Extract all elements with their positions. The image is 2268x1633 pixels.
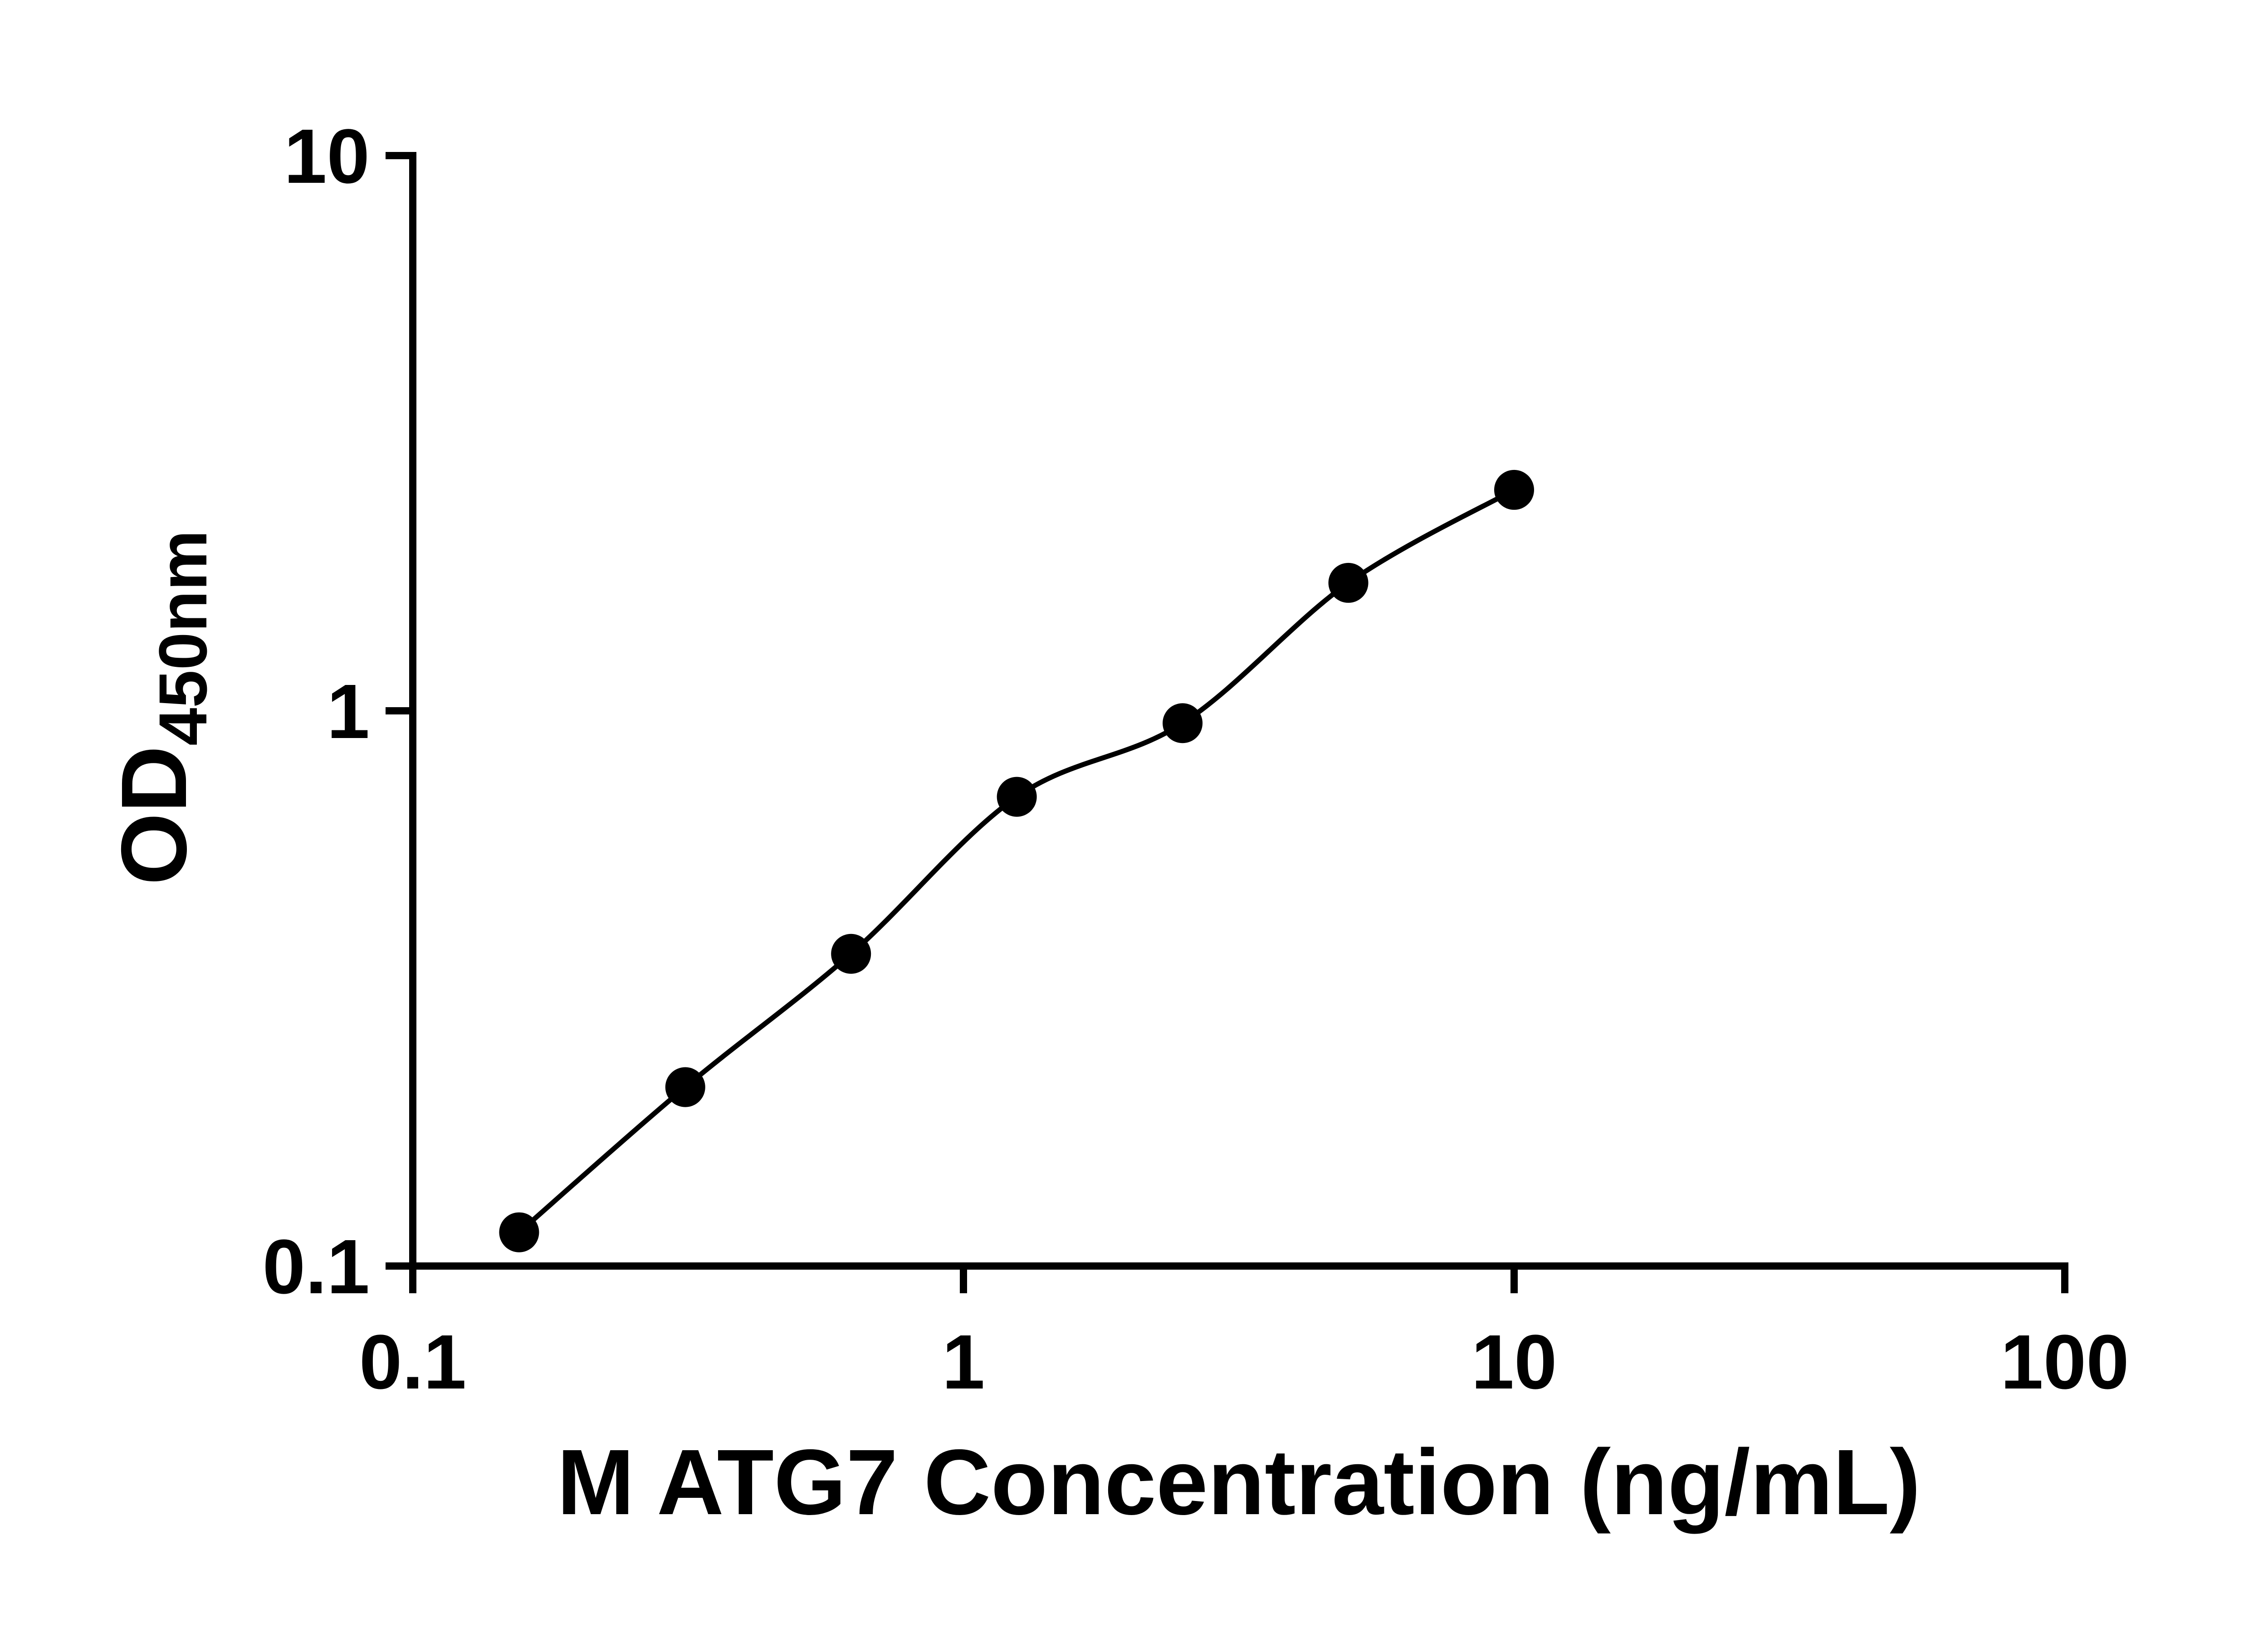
y-axis-title-subscript: 450nm xyxy=(145,530,221,746)
data-point xyxy=(1163,703,1203,743)
data-point xyxy=(831,934,871,974)
data-point xyxy=(997,777,1037,817)
x-tick-label: 0.1 xyxy=(359,1319,466,1405)
y-axis-title: OD450nm xyxy=(101,530,221,885)
y-tick-label: 10 xyxy=(284,113,370,200)
fit-curve xyxy=(517,488,1515,1234)
y-axis-title-main: OD xyxy=(102,745,206,885)
x-tick-label: 1 xyxy=(942,1319,985,1405)
data-point xyxy=(1494,469,1534,510)
data-point xyxy=(665,1067,705,1107)
y-tick-label: 0.1 xyxy=(263,1224,370,1310)
data-point xyxy=(499,1212,539,1252)
axes xyxy=(409,152,2068,1270)
y-tick-label: 1 xyxy=(327,669,370,755)
x-axis-title: M ATG7 Concentration (ng/mL) xyxy=(557,1430,1921,1534)
data-point xyxy=(1328,562,1369,603)
x-tick-label: 10 xyxy=(1471,1319,1557,1405)
x-tick-label: 100 xyxy=(2000,1319,2129,1405)
